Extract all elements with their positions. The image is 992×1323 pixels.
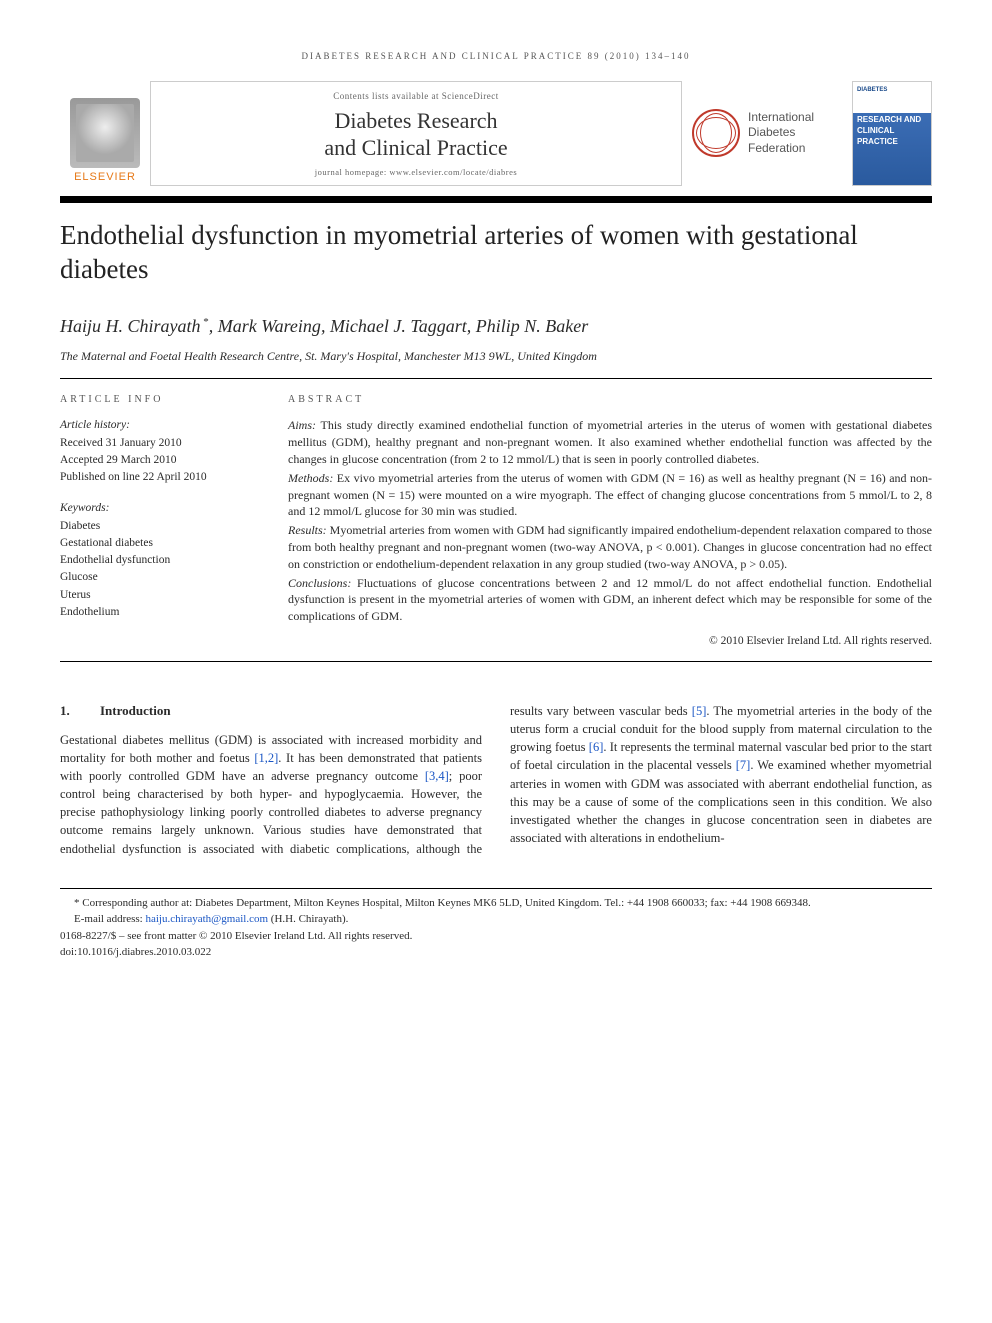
ref-link[interactable]: [5] (692, 704, 707, 718)
author-list: Haiju H. Chirayath *, Mark Wareing, Mich… (60, 314, 932, 339)
abstract-results: Results: Myometrial arteries from women … (288, 522, 932, 572)
keyword: Gestational diabetes (60, 535, 260, 552)
doi-line: doi:10.1016/j.diabres.2010.03.022 (60, 944, 932, 961)
idf-text: International Diabetes Federation (748, 110, 814, 157)
body-columns: 1.Introduction Gestational diabetes mell… (60, 702, 932, 858)
keywords-block: Keywords: Diabetes Gestational diabetes … (60, 500, 260, 621)
email-label: E-mail address: (74, 913, 145, 925)
journal-cover-thumb: DIABETES RESEARCH AND CLINICAL PRACTICE (852, 81, 932, 186)
info-rule-bottom (60, 661, 932, 662)
corr-marker: * (201, 316, 209, 328)
history-label: Article history: (60, 417, 260, 434)
footnotes: * Corresponding author at: Diabetes Depa… (60, 888, 932, 961)
affiliation: The Maternal and Foetal Health Research … (60, 348, 932, 365)
cover-subtitle: RESEARCH AND CLINICAL PRACTICE (857, 114, 927, 148)
abstract-conclusions: Conclusions: Fluctuations of glucose con… (288, 575, 932, 625)
abstract-copyright: © 2010 Elsevier Ireland Ltd. All rights … (288, 633, 932, 649)
abstract-aims: Aims: This study directly examined endot… (288, 417, 932, 467)
keyword: Diabetes (60, 518, 260, 535)
keywords-label: Keywords: (60, 500, 260, 517)
running-header: DIABETES RESEARCH AND CLINICAL PRACTICE … (60, 50, 932, 63)
author-4: Philip N. Baker (476, 316, 588, 336)
idf-l2: Diabetes (748, 125, 795, 139)
abstract-column: ABSTRACT Aims: This study directly exami… (288, 393, 932, 651)
article-history: Article history: Received 31 January 201… (60, 417, 260, 486)
author-2: Mark Wareing (218, 316, 321, 336)
journal-homepage: journal homepage: www.elsevier.com/locat… (163, 167, 669, 179)
email-link[interactable]: haiju.chirayath@gmail.com (145, 913, 268, 925)
section-1-num: 1. (60, 702, 100, 721)
keyword: Endothelial dysfunction (60, 552, 260, 569)
methods-label: Methods: (288, 471, 333, 485)
ref-link[interactable]: [6] (589, 740, 604, 754)
email-line: E-mail address: haiju.chirayath@gmail.co… (60, 911, 932, 928)
article-info-head: ARTICLE INFO (60, 393, 260, 407)
conclusions-label: Conclusions: (288, 576, 351, 590)
elsevier-wordmark: ELSEVIER (74, 170, 136, 185)
author-3: Michael J. Taggart (330, 316, 467, 336)
journal-name: Diabetes Research and Clinical Practice (163, 108, 669, 161)
elsevier-tree-icon (70, 98, 140, 168)
article-title: Endothelial dysfunction in myometrial ar… (60, 219, 932, 287)
results-text: Myometrial arteries from women with GDM … (288, 523, 932, 571)
section-1-title: Introduction (100, 703, 171, 718)
cover-title-small: DIABETES (857, 86, 927, 94)
journal-name-l1: Diabetes Research (334, 108, 497, 133)
ref-link[interactable]: [7] (736, 758, 751, 772)
keyword: Endothelium (60, 604, 260, 621)
history-received: Received 31 January 2010 (60, 435, 260, 452)
journal-info-box: Contents lists available at ScienceDirec… (150, 81, 682, 186)
masthead: ELSEVIER Contents lists available at Sci… (60, 81, 932, 186)
elsevier-logo: ELSEVIER (60, 81, 150, 186)
author-1: Haiju H. Chirayath (60, 316, 201, 336)
section-1-heading: 1.Introduction (60, 702, 482, 721)
intro-paragraph: Gestational diabetes mellitus (GDM) is a… (60, 702, 932, 858)
ref-link[interactable]: [1,2] (254, 751, 278, 765)
idf-block: International Diabetes Federation (682, 81, 852, 186)
idf-l3: Federation (748, 141, 805, 155)
aims-label: Aims: (288, 418, 316, 432)
aims-text: This study directly examined endothelial… (288, 418, 932, 466)
article-info-column: ARTICLE INFO Article history: Received 3… (60, 393, 260, 651)
idf-globe-icon (692, 109, 740, 157)
abstract-head: ABSTRACT (288, 393, 932, 407)
abstract-methods: Methods: Ex vivo myometrial arteries fro… (288, 470, 932, 520)
contents-available-line: Contents lists available at ScienceDirec… (163, 90, 669, 103)
title-rule (60, 196, 932, 203)
corresponding-author-note: * Corresponding author at: Diabetes Depa… (60, 895, 932, 912)
results-label: Results: (288, 523, 327, 537)
keyword: Uterus (60, 587, 260, 604)
info-abstract-row: ARTICLE INFO Article history: Received 3… (60, 379, 932, 661)
idf-l1: International (748, 110, 814, 124)
ref-link[interactable]: [3,4] (425, 769, 449, 783)
journal-name-l2: and Clinical Practice (324, 135, 507, 160)
issn-line: 0168-8227/$ – see front matter © 2010 El… (60, 928, 932, 945)
history-accepted: Accepted 29 March 2010 (60, 452, 260, 469)
conclusions-text: Fluctuations of glucose concentrations b… (288, 576, 932, 624)
methods-text: Ex vivo myometrial arteries from the ute… (288, 471, 932, 519)
email-tail: (H.H. Chirayath). (268, 913, 348, 925)
keyword: Glucose (60, 569, 260, 586)
history-published: Published on line 22 April 2010 (60, 469, 260, 486)
